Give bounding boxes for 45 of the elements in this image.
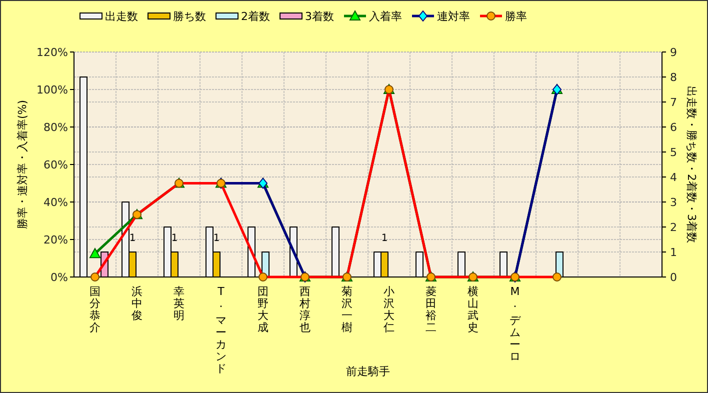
data-label: 1 [213, 233, 220, 244]
y-tick-label: 80% [44, 121, 68, 134]
y2-tick-label: 2 [670, 221, 677, 234]
legend-label: 2着数 [241, 10, 270, 23]
y-tick-label: 120% [36, 46, 68, 59]
y2-tick-label: 5 [670, 146, 677, 159]
y-tick-label: 40% [44, 196, 68, 209]
y-tick-label: 60% [44, 158, 68, 172]
legend-label: 出走数 [105, 10, 138, 23]
legend-label: 勝ち数 [173, 10, 206, 23]
y2-axis-title: 出走数・勝ち数・2着数・3着数 [685, 86, 698, 243]
legend-label: 3着数 [305, 10, 334, 23]
x-tick-label: 国分恭介 [90, 285, 100, 334]
y2-tick-label: 6 [670, 121, 677, 134]
x-tick-label: 幸英明 [174, 285, 184, 322]
x-tick-label: 西村淳也 [300, 285, 310, 334]
x-tick-label: 菊沢一樹 [342, 285, 352, 334]
data-label: 1 [129, 233, 136, 244]
legend-label: 連対率 [437, 10, 470, 23]
y-tick-label: 20% [44, 234, 68, 246]
data-label: 1 [171, 233, 178, 244]
x-tick-label: 横山武史 [468, 285, 478, 334]
y-axis-title: 勝率・連対率・入着率(%) [16, 100, 29, 230]
legend-label: 入着率 [369, 10, 402, 23]
y-tick-label: 0% [50, 271, 68, 284]
x-tick-label: 浜中俊 [132, 285, 142, 322]
y2-tick-label: 7 [670, 96, 677, 109]
y2-tick-label: 3 [670, 196, 677, 209]
y-tick-label: 100% [36, 84, 68, 96]
y2-tick-label: 8 [670, 71, 677, 84]
legend-label: 勝率 [505, 10, 527, 23]
x-tick-label: T. マーカンド [216, 285, 226, 375]
data-label: 1 [381, 233, 388, 244]
y2-tick-label: 4 [670, 171, 677, 184]
y2-tick-label: 9 [670, 46, 677, 59]
bar [458, 252, 466, 278]
x-tick-label: 菱田裕二 [426, 285, 436, 334]
bar [332, 226, 340, 278]
x-tick-label: M. デムーロ [510, 285, 520, 363]
y2-tick-label: 1 [670, 246, 677, 259]
x-tick-label: 小沢大仁 [384, 285, 394, 334]
x-axis-title: 前走騎手 [346, 365, 390, 378]
y2-tick-label: 0 [670, 271, 677, 284]
x-tick-label: 団野大成 [258, 285, 268, 334]
bar [500, 252, 508, 278]
